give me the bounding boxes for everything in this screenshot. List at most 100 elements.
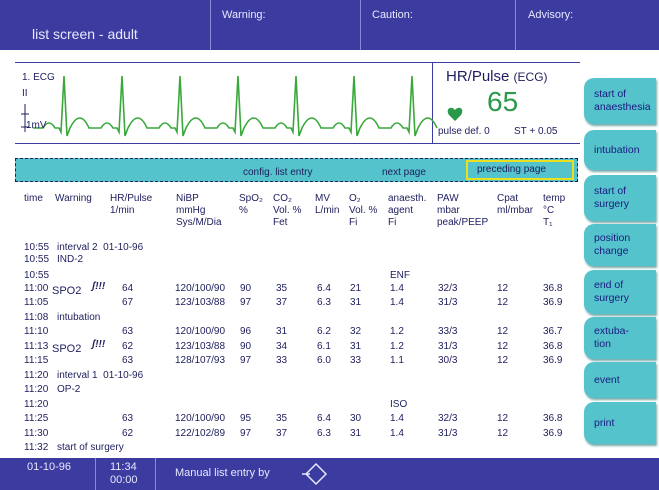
side-button[interactable]: intubation (584, 130, 656, 170)
row-value: 90 (240, 283, 252, 294)
row-value: 31/3 (438, 341, 458, 352)
row-time: 11:10 (24, 326, 49, 337)
row-value: 12 (497, 428, 509, 439)
row-value: 128/107/93 (175, 355, 226, 366)
row-time: 11:08 (24, 312, 49, 323)
row-value: 12 (497, 413, 509, 424)
row-alarm: ʃ!!! (92, 339, 106, 350)
column-header: HR/Pulse (110, 193, 153, 204)
divider (155, 458, 156, 490)
column-header: ml/mbar (497, 205, 534, 216)
row-value: 6.0 (317, 355, 331, 366)
row-time: 11:15 (24, 355, 49, 366)
preceding-page-button[interactable]: preceding page (466, 160, 574, 180)
row-value: 1.2 (390, 326, 404, 337)
button-label: print (594, 416, 615, 429)
row-value: 6.4 (317, 413, 331, 424)
row-value: 36.8 (543, 413, 563, 424)
row-time: 11:20 (24, 370, 49, 381)
row-agent: ENF (390, 270, 410, 281)
row-value: 120/100/90 (175, 413, 226, 424)
row-time: 11:13 (24, 341, 49, 352)
column-header: mbar (437, 205, 460, 216)
button-label: surgery (594, 292, 630, 304)
row-value: 33 (276, 355, 288, 366)
row-time: 11:30 (24, 428, 49, 439)
row-agent: ISO (390, 399, 408, 410)
row-value: 33 (350, 355, 362, 366)
divider (360, 0, 361, 50)
ecg-lead2: II (22, 88, 28, 99)
row-note: interval 2 01-10-96 (57, 242, 144, 253)
row-value: 33/3 (438, 326, 458, 337)
column-header: SpO₂ (239, 193, 263, 204)
row-value: 63 (122, 413, 134, 424)
row-note: IND-2 (57, 254, 84, 265)
advisory-label: Advisory: (528, 9, 574, 21)
row-value: 31 (350, 428, 362, 439)
column-header: time (24, 193, 43, 204)
divider (210, 0, 211, 50)
button-label: event (594, 373, 620, 386)
column-header: CO₂ (273, 193, 292, 204)
row-time: 10:55 (24, 254, 50, 265)
row-value: 97 (240, 355, 252, 366)
side-button[interactable]: print (584, 402, 656, 444)
button-label: anaesthesia (594, 101, 651, 113)
row-value: 36.7 (543, 326, 563, 337)
column-header: Fet (273, 217, 288, 228)
hr-source: (ECG) (513, 70, 548, 84)
row-value: 12 (497, 326, 509, 337)
hr-label: HR/Pulse (446, 68, 510, 85)
column-header: temp (543, 193, 566, 204)
heart-icon (447, 107, 463, 121)
side-button[interactable]: extuba-tion (584, 317, 656, 359)
next-page-button[interactable]: next page (382, 167, 426, 178)
column-header: agent (388, 205, 414, 216)
arrow (302, 462, 328, 486)
row-value: 1.1 (390, 355, 404, 366)
side-button[interactable]: event (584, 362, 656, 398)
ecg-scale: 1mV (26, 120, 47, 131)
row-value: 12 (497, 355, 509, 366)
row-time: 11:32 (24, 442, 49, 453)
column-header: Vol. % (273, 205, 302, 216)
row-value: 32/3 (438, 413, 458, 424)
side-button[interactable]: end of surgery (584, 270, 656, 314)
button-label: start of (594, 88, 627, 100)
row-value: 1.4 (390, 297, 404, 308)
row-value: 120/100/90 (175, 326, 226, 337)
hr-value: 65 (487, 86, 519, 117)
row-value: 97 (240, 297, 252, 308)
config-button[interactable]: config. list entry (243, 167, 313, 178)
row-value: 62 (122, 428, 134, 439)
row-value: 6.2 (317, 326, 331, 337)
row-note: intubation (57, 312, 101, 323)
row-time: 11:20 (24, 384, 49, 395)
row-value: 31/3 (438, 428, 458, 439)
row-value: 34 (276, 341, 288, 352)
ecg-wave (33, 75, 438, 137)
button-label: tion (594, 338, 611, 350)
side-button[interactable]: start of surgery (584, 175, 656, 221)
row-value: 36.9 (543, 297, 563, 308)
divider (95, 458, 96, 490)
row-value: 67 (122, 297, 134, 308)
row-value: 90 (240, 341, 252, 352)
column-header: Sys/M/Dia (176, 217, 222, 228)
row-value: 31 (276, 326, 288, 337)
column-header: Fi (388, 217, 397, 228)
column-header: L/min (315, 205, 340, 216)
row-value: 6.3 (317, 297, 331, 308)
entry-icon (302, 462, 328, 486)
column-header: MV (315, 193, 330, 204)
divider (515, 0, 516, 50)
column-header: 1/min (110, 205, 135, 216)
column-header: % (239, 205, 248, 216)
row-value: 32/3 (438, 283, 458, 294)
row-value: 6.1 (317, 341, 331, 352)
side-button[interactable]: start of anaesthesia (584, 78, 656, 124)
side-button[interactable]: position change (584, 224, 656, 266)
row-value: 12 (497, 283, 509, 294)
row-time: 11:00 (24, 283, 49, 294)
